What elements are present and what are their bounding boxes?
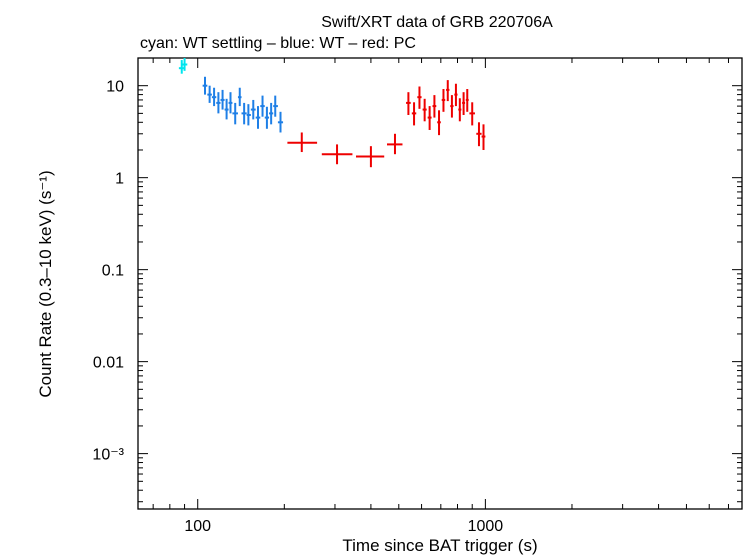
y-tick-label: 0.01	[93, 355, 124, 372]
y-tick-label: 1	[115, 171, 124, 188]
x-axis-label: Time since BAT trigger (s)	[342, 536, 537, 555]
data-point	[321, 144, 353, 165]
y-axis-label: Count Rate (0.3–10 keV) (s⁻¹)	[36, 170, 55, 397]
data-point	[355, 146, 385, 168]
data-point	[211, 87, 217, 107]
data-point	[476, 122, 482, 147]
data-point	[250, 99, 256, 120]
data-point	[417, 86, 422, 109]
data-point	[269, 102, 274, 125]
chart-subtitle: cyan: WT settling – blue: WT – red: PC	[140, 35, 416, 52]
data-point	[273, 95, 278, 117]
data-point	[432, 95, 437, 118]
data-point	[277, 111, 284, 133]
x-tick-label: 100	[184, 518, 211, 535]
data-point	[202, 76, 208, 95]
axis-ticks	[138, 57, 742, 509]
data-point	[469, 102, 475, 126]
data-point	[422, 98, 427, 122]
data-point	[481, 124, 486, 150]
data-point	[260, 95, 265, 117]
data-point	[241, 102, 247, 125]
data-point	[255, 106, 261, 129]
data-point	[224, 98, 229, 120]
data-point	[437, 110, 441, 136]
data-point	[406, 92, 411, 116]
chart-title: Swift/XRT data of GRB 220706A	[321, 14, 553, 31]
data-point	[387, 133, 403, 155]
data-point	[411, 102, 417, 126]
data-point	[232, 102, 238, 125]
y-tick-label: 10	[106, 79, 124, 96]
data-point	[454, 83, 458, 107]
data-point	[228, 92, 233, 114]
data-points	[178, 58, 486, 168]
data-point	[462, 92, 466, 116]
data-point	[441, 89, 446, 112]
data-point	[450, 95, 454, 118]
data-point	[446, 80, 450, 102]
data-point	[264, 106, 270, 129]
data-point	[246, 104, 251, 126]
data-point	[207, 85, 212, 103]
data-point	[181, 58, 188, 71]
y-tick-label: 10⁻³	[92, 447, 124, 464]
data-point	[465, 89, 469, 112]
data-point	[237, 87, 242, 107]
y-tick-label: 0.1	[102, 263, 124, 280]
data-point	[220, 89, 225, 110]
x-tick-label: 1000	[468, 518, 504, 535]
data-point	[458, 98, 462, 122]
data-point	[427, 106, 432, 130]
data-point	[287, 132, 318, 153]
data-point	[216, 92, 221, 114]
